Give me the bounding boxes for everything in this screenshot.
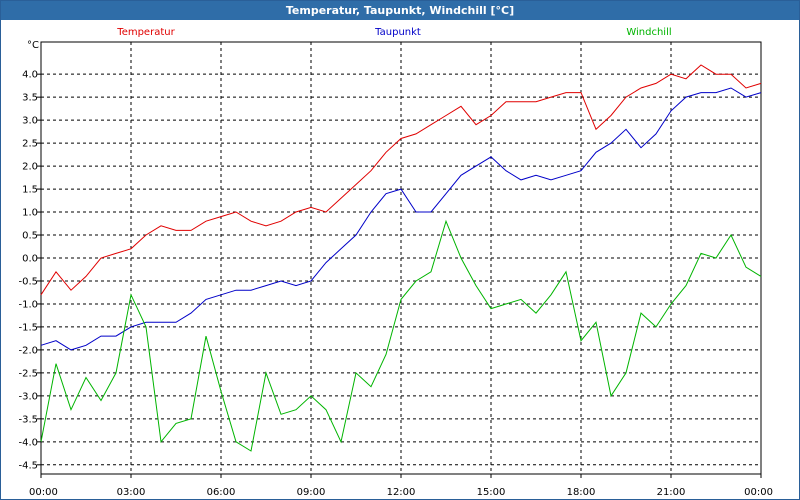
x-tick-time: 06:00: [207, 487, 236, 498]
y-tick-label: -3.0: [18, 391, 38, 402]
y-tick-label: -1.0: [18, 299, 38, 310]
x-tick-time: 00:00: [744, 487, 773, 498]
series-lines: [40, 64, 762, 452]
y-tick-label: 0.0: [22, 254, 38, 265]
series-line-taupunkt: [40, 87, 762, 351]
line-chart: 4.0 3.5 3.0 2.5 2.0 1.5 1.0 0.5 0.0 -0.5 -1.0 -1.5 -…: [18, 27, 773, 498]
legend: Temperatur Taupunkt Windchill: [116, 27, 671, 38]
x-tick-time: 15:00: [477, 487, 506, 498]
y-tick-label: 1.0: [22, 208, 38, 219]
x-tick-time: 21:00: [657, 487, 686, 498]
y-tick-label: -2.5: [18, 368, 38, 379]
x-tick-time: 03:00: [117, 487, 146, 498]
window-title: Temperatur, Taupunkt, Windchill [°C]: [1, 1, 799, 20]
series-line-windchill: [40, 219, 762, 452]
y-tick-label: 3.5: [22, 93, 38, 104]
y-tick-label: 0.5: [22, 231, 38, 242]
y-tick-label: -3.5: [18, 414, 38, 425]
y-tick-label: 2.5: [22, 139, 38, 150]
x-tick-time: 18:00: [567, 487, 596, 498]
legend-temperatur: Temperatur: [116, 27, 175, 38]
y-tick-label: -1.5: [18, 322, 38, 333]
legend-taupunkt: Taupunkt: [374, 27, 421, 38]
y-tick-label: -4.5: [18, 460, 38, 471]
y-axis-ticks: 4.0 3.5 3.0 2.5 2.0 1.5 1.0 0.5 0.0 -0.5 -1.0 -1.5 -…: [18, 70, 41, 471]
x-tick-time: 12:00: [387, 487, 416, 498]
y-axis-label: °C: [27, 40, 39, 51]
series-line-temperatur: [40, 64, 762, 296]
legend-windchill: Windchill: [626, 27, 671, 38]
y-tick-label: -2.0: [18, 345, 38, 356]
y-tick-label: -0.5: [18, 276, 38, 287]
y-tick-label: 2.0: [22, 162, 38, 173]
y-tick-label: 4.0: [22, 70, 38, 81]
y-tick-label: -4.0: [18, 437, 38, 448]
x-tick-time: 09:00: [297, 487, 326, 498]
x-axis-ticks: 00:0014.12.2403:0014.12.2406:0014.12.240…: [29, 474, 773, 498]
grid-lines: [41, 42, 761, 474]
y-tick-label: 3.0: [22, 116, 38, 127]
y-tick-label: 1.5: [22, 185, 38, 196]
x-tick-time: 00:00: [29, 487, 58, 498]
